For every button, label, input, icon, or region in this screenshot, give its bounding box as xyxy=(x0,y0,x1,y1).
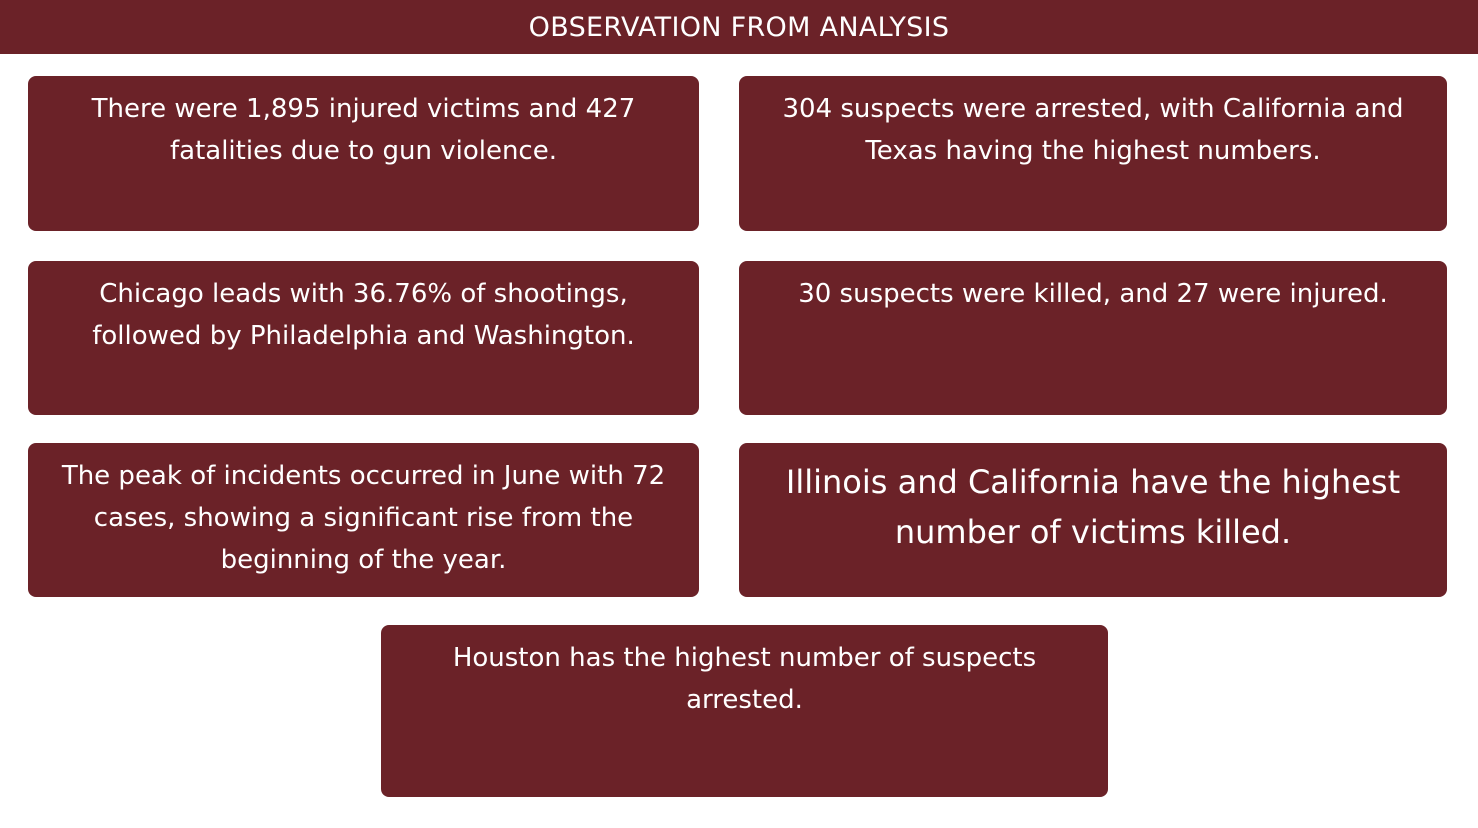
observation-text: The peak of incidents occurred in June w… xyxy=(61,461,666,575)
observation-card-houston-arrests: Houston has the highest number of suspec… xyxy=(381,625,1108,797)
observation-text: 304 suspects were arrested, with Califor… xyxy=(782,94,1404,166)
observation-card-peak-incidents: The peak of incidents occurred in June w… xyxy=(28,443,699,597)
observation-card-suspects-arrested: 304 suspects were arrested, with Califor… xyxy=(739,76,1447,231)
observation-text: 30 suspects were killed, and 27 were inj… xyxy=(798,279,1388,309)
observation-text: Chicago leads with 36.76% of shootings, … xyxy=(92,279,635,351)
observation-text: Houston has the highest number of suspec… xyxy=(452,643,1037,715)
observation-text: There were 1,895 injured victims and 427… xyxy=(91,94,636,166)
observation-card-victims-killed: Illinois and California have the highest… xyxy=(739,443,1447,597)
observation-text: Illinois and California have the highest… xyxy=(785,463,1401,551)
page-title-bar: OBSERVATION FROM ANALYSIS xyxy=(0,0,1478,54)
observation-card-injured-fatalities: There were 1,895 injured victims and 427… xyxy=(28,76,699,231)
observation-card-suspects-killed: 30 suspects were killed, and 27 were inj… xyxy=(739,261,1447,415)
observation-card-chicago-shootings: Chicago leads with 36.76% of shootings, … xyxy=(28,261,699,415)
page-title: OBSERVATION FROM ANALYSIS xyxy=(528,11,950,43)
